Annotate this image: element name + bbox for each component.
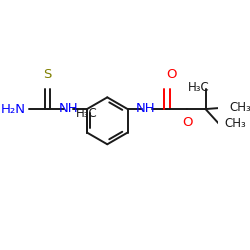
Text: S: S — [44, 68, 52, 80]
Text: NH: NH — [59, 102, 78, 115]
Text: H₂N: H₂N — [1, 102, 26, 116]
Text: H₃C: H₃C — [76, 108, 98, 120]
Text: H₃C: H₃C — [188, 80, 210, 94]
Text: CH₃: CH₃ — [230, 101, 250, 114]
Text: NH: NH — [136, 102, 156, 115]
Text: CH₃: CH₃ — [225, 117, 246, 130]
Text: O: O — [166, 68, 176, 80]
Text: O: O — [183, 116, 193, 129]
